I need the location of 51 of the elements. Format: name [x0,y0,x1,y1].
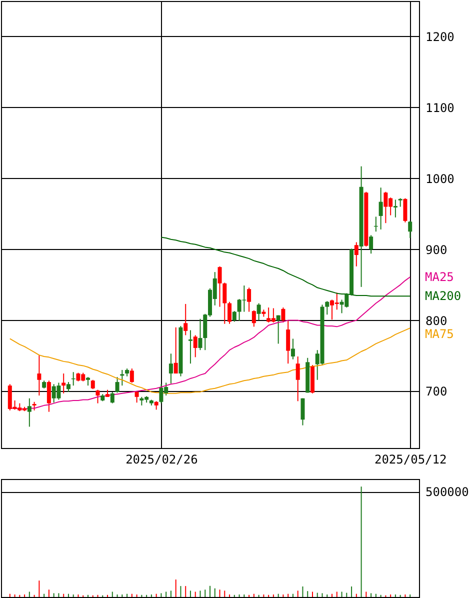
candlestick [222,282,227,324]
line-series [160,236,411,297]
series-label: MA200 [425,289,462,304]
candlestick [300,398,305,426]
candlestick [174,326,178,374]
candlestick [27,398,32,428]
candlestick [62,373,66,394]
candlestick [393,199,398,218]
candlestick [232,310,236,322]
y-tick-label: 1100 [426,100,454,115]
candlestick [296,356,300,402]
candlestick [325,300,330,316]
candlestick [110,391,114,404]
candlestick [37,354,42,396]
candlestick [188,330,192,364]
series-label: MA25 [425,270,454,284]
candlestick [184,303,188,336]
series-label: MA75 [425,327,454,342]
candlestick [286,320,290,364]
y-tick-label: 500000 [426,485,469,500]
candlestick [134,390,139,404]
y-tick-label: 700 [426,384,448,399]
candlestick [408,220,412,238]
x-tick-label: 2025/02/26 [126,452,198,466]
candlestick [403,198,408,223]
candlestick [228,301,232,324]
candlestick [115,376,120,394]
candlestick [193,334,198,358]
candlestick [378,187,383,230]
candlestick [256,302,261,321]
candlestick [218,266,222,308]
candlestick [96,389,100,404]
candlestick [354,242,358,267]
candlestick [276,314,280,344]
candlestick [46,380,51,412]
y-tick-label: 900 [426,242,448,257]
y-tick-label: 1000 [426,172,454,186]
candlestick [281,307,286,323]
y-tick-label: 800 [426,314,448,328]
candlestick [247,287,252,312]
y-tick-label: 1200 [426,30,454,44]
candlestick [290,338,295,360]
candlestick [130,368,134,384]
candlestick [90,379,95,390]
candlestick [369,234,374,254]
x-tick-label: 2025/05/12 [374,452,447,466]
candlestick [66,382,70,392]
candlestick [120,369,124,386]
candlestick [168,353,173,384]
candlestick [252,310,256,328]
candlestick [198,318,202,351]
